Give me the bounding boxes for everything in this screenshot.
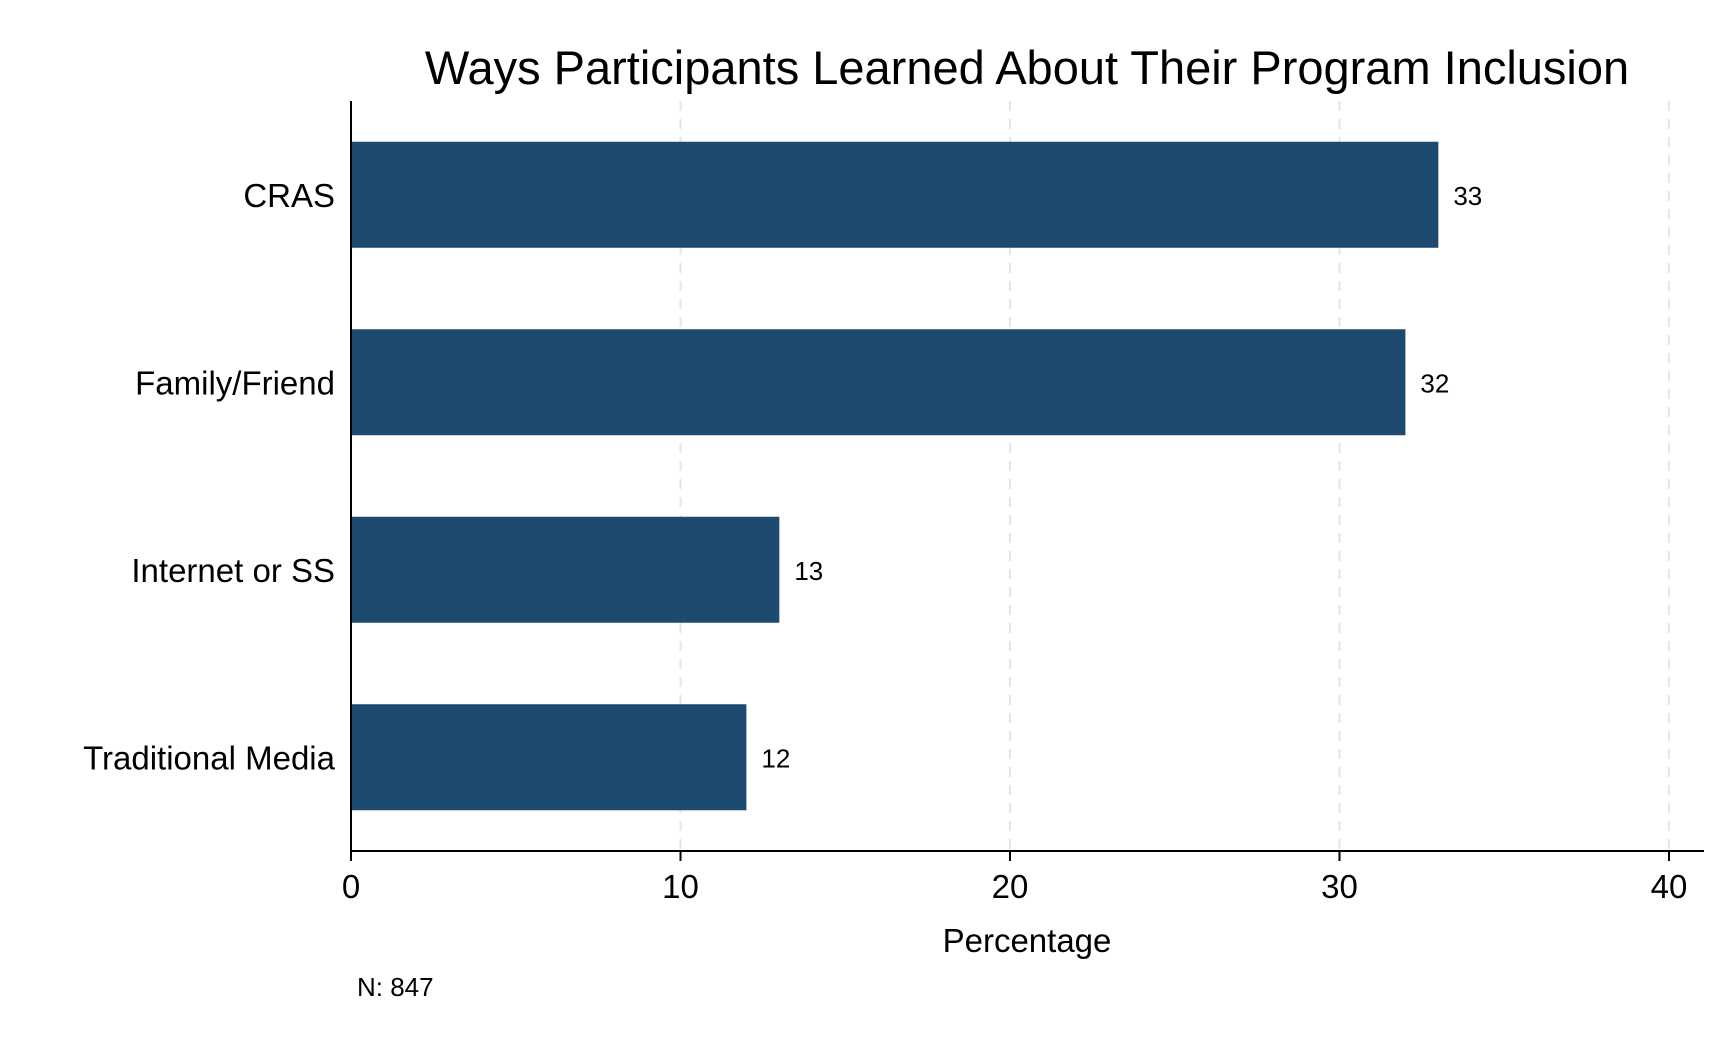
x-tick-label-30: 30: [1321, 868, 1358, 905]
value-label-internet-or-ss: 13: [794, 556, 823, 586]
x-tick-label-40: 40: [1651, 868, 1688, 905]
bar-traditional-media: [351, 704, 747, 811]
x-tick-label-0: 0: [342, 868, 360, 905]
chart-title: Ways Participants Learned About Their Pr…: [425, 41, 1629, 94]
value-label-traditional-media: 12: [761, 743, 790, 773]
sample-size-note: N: 847: [357, 972, 434, 1002]
category-label-cras: CRAS: [243, 177, 335, 214]
x-tick-label-10: 10: [662, 868, 699, 905]
bars: [351, 141, 1439, 811]
bar-cras: [351, 141, 1439, 248]
value-label-cras: 33: [1453, 181, 1482, 211]
category-label-family-friend: Family/Friend: [135, 364, 335, 401]
x-tick-label-20: 20: [992, 868, 1029, 905]
value-label-family-friend: 32: [1420, 368, 1449, 398]
x-ticks: 0 10 20 30 40: [342, 851, 1688, 905]
category-label-traditional-media: Traditional Media: [83, 739, 336, 776]
x-axis-title: Percentage: [943, 922, 1112, 959]
axes: [350, 101, 1704, 852]
labels: CRAS 33 Family/Friend 32 Internet or SS 13 Tra…: [83, 177, 1482, 777]
category-label-internet-or-ss: Internet or SS: [131, 552, 335, 589]
bar-family-friend: [351, 329, 1406, 436]
bar-internet-or-ss: [351, 516, 780, 623]
